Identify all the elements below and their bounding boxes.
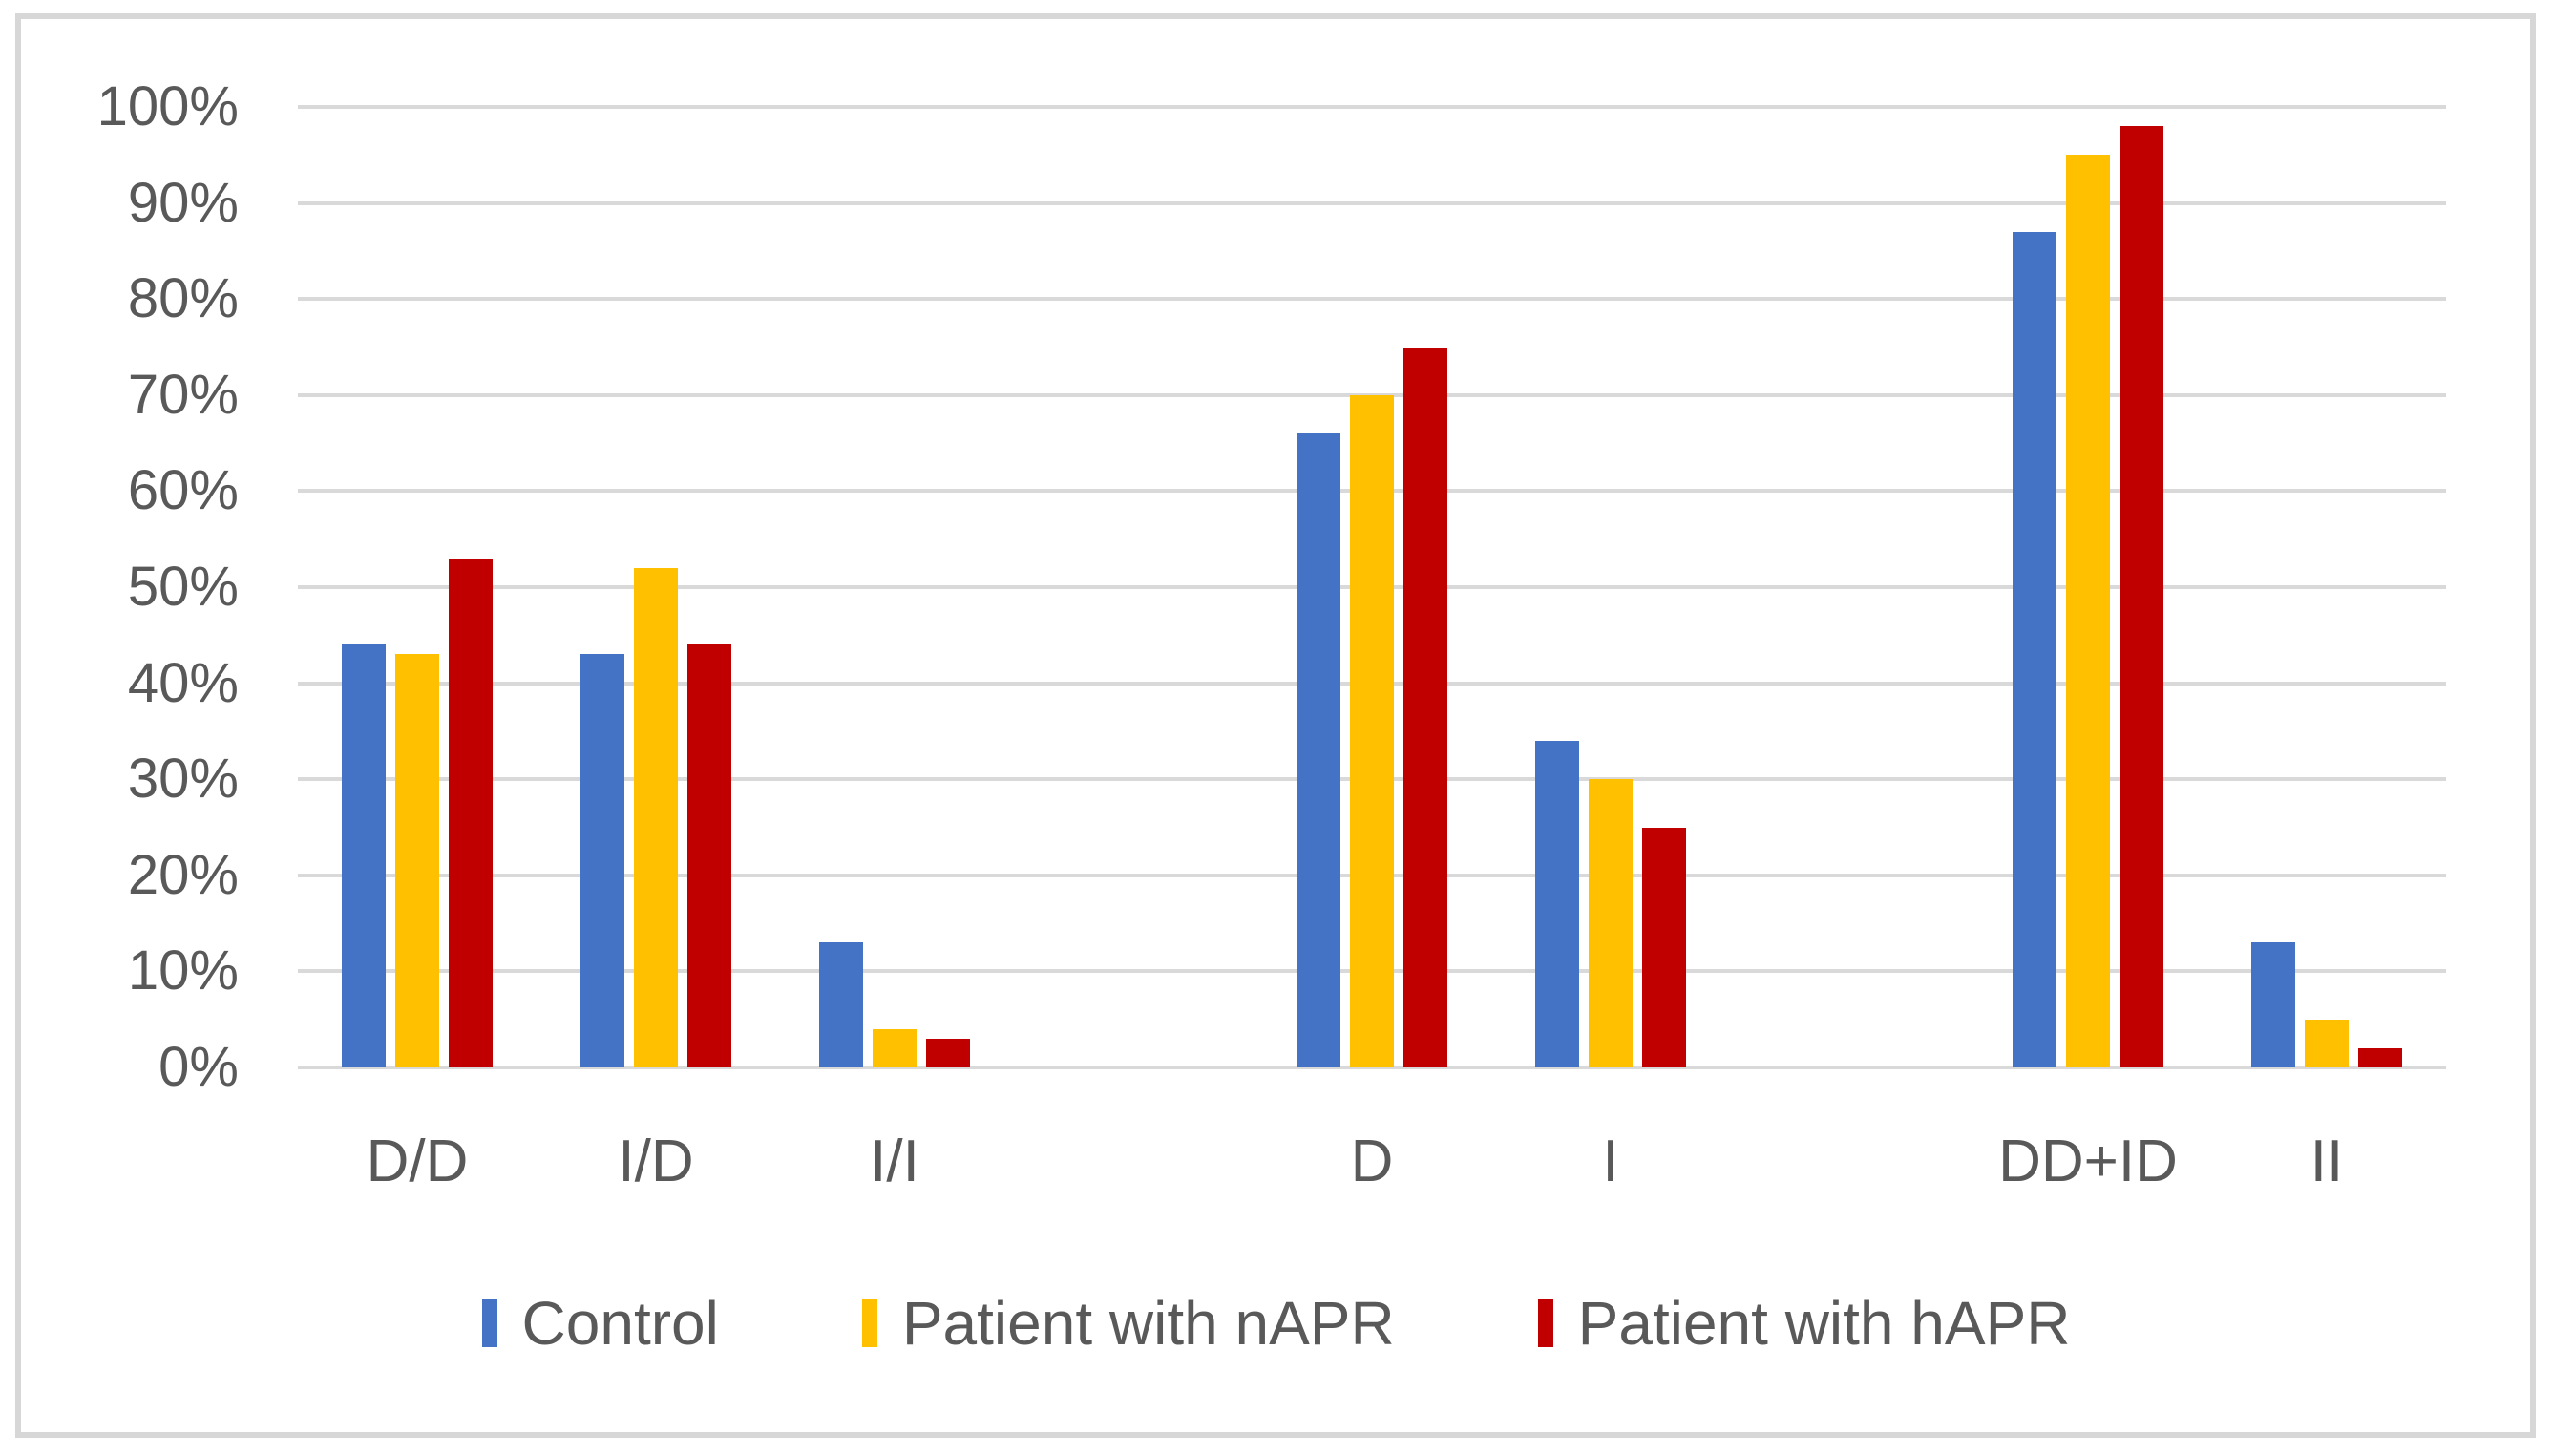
y-tick-label-70: 70% [127, 363, 239, 426]
x-axis-label-d-d: D/D [366, 1129, 469, 1194]
bar-control-d [1297, 433, 1340, 1067]
bar-patient-with-napr-i-i [873, 1028, 917, 1067]
bar-patient-with-napr-d [1350, 394, 1394, 1067]
gridline-70 [298, 392, 2446, 397]
bar-patient-with-hapr-ii [2358, 1047, 2402, 1067]
gridline-80 [298, 297, 2446, 302]
legend: Control Patient with nAPR Patient with hAP… [0, 1277, 2552, 1369]
x-axis-label-i-i: I/I [870, 1129, 919, 1194]
y-tick-label-60: 60% [127, 459, 239, 522]
x-axis-label-i-d: I/D [618, 1129, 694, 1194]
bar-control-i-d [580, 654, 624, 1067]
legend-swatch-icon [481, 1299, 497, 1347]
bar-patient-with-hapr-i-d [687, 644, 731, 1067]
legend-swatch-icon [861, 1299, 877, 1347]
bar-patient-with-napr-ii [2305, 1019, 2349, 1067]
y-tick-label-50: 50% [127, 556, 239, 618]
legend-label: Patient with hAPR [1577, 1289, 2071, 1358]
bar-patient-with-hapr-i [1642, 827, 1686, 1067]
bar-control-ii [2251, 942, 2295, 1067]
y-tick-label-40: 40% [127, 651, 239, 714]
legend-item-patient-with-napr: Patient with nAPR [861, 1289, 1395, 1358]
bar-patient-with-hapr-d-d [449, 558, 493, 1067]
plot-area [298, 105, 2446, 1069]
bar-patient-with-hapr-d [1403, 347, 1447, 1067]
bar-patient-with-napr-dd-id [2066, 155, 2110, 1067]
x-axis-label-ii: II [2309, 1129, 2344, 1194]
legend-item-control: Control [481, 1289, 719, 1358]
y-tick-label-20: 20% [127, 843, 239, 906]
gridline-0 [298, 1066, 2446, 1069]
bar-control-i [1535, 740, 1579, 1067]
bar-control-dd-id [2013, 231, 2056, 1067]
x-axis-label-i: I [1602, 1129, 1619, 1194]
y-tick-label-30: 30% [127, 748, 239, 811]
x-axis-label-d: D [1350, 1129, 1394, 1194]
y-tick-label-10: 10% [127, 939, 239, 1002]
legend-label: Patient with nAPR [901, 1289, 1395, 1358]
bar-patient-with-napr-i [1589, 779, 1633, 1067]
y-tick-label-80: 80% [127, 267, 239, 330]
bar-patient-with-napr-i-d [634, 567, 678, 1067]
bar-patient-with-hapr-i-i [926, 1038, 970, 1067]
bar-patient-with-hapr-dd-id [2120, 126, 2163, 1067]
legend-swatch-icon [1537, 1299, 1553, 1347]
y-tick-label-0: 0% [158, 1036, 239, 1098]
y-tick-label-100: 100% [96, 75, 239, 137]
bar-patient-with-napr-d-d [395, 654, 439, 1067]
bar-control-i-i [819, 942, 863, 1067]
gridline-90 [298, 200, 2446, 205]
y-tick-label-90: 90% [127, 171, 239, 234]
legend-label: Control [521, 1289, 719, 1358]
legend-item-patient-with-hapr: Patient with hAPR [1537, 1289, 2071, 1358]
gridline-100 [298, 105, 2446, 109]
bar-control-d-d [342, 644, 386, 1067]
x-axis-label-dd-id: DD+ID [1998, 1129, 2178, 1194]
